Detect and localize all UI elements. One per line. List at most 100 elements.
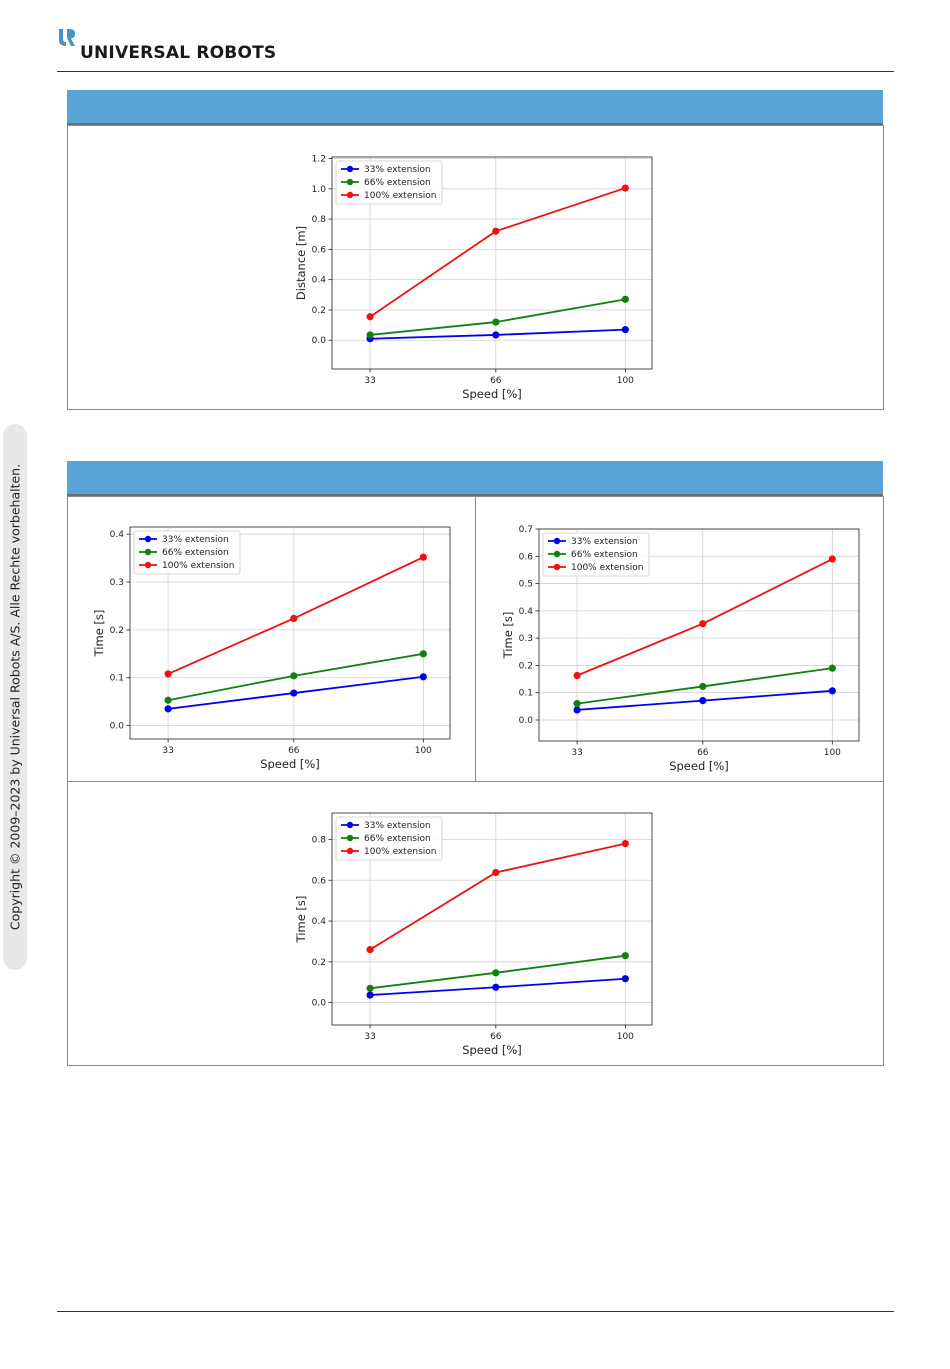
legend-box	[335, 816, 443, 861]
table-cell-1	[67, 125, 884, 410]
data-point	[366, 991, 374, 999]
x-axis-label: Speed [%]	[669, 759, 729, 772]
series-line	[369, 187, 626, 318]
data-point	[419, 553, 427, 561]
legend-label: 66% extension	[364, 178, 431, 188]
data-point	[366, 331, 374, 339]
y-tick-label: 0.6	[519, 552, 534, 562]
table-cell-2c	[67, 781, 884, 1066]
legend-swatch-marker	[346, 165, 354, 173]
data-point	[621, 184, 629, 192]
legend-swatch-marker	[144, 561, 152, 569]
data-point	[492, 318, 500, 326]
time-chart-right: 33 66 100 0.0 0.1 0.2 0.3 0.4 0.5 0.6 0.7 Speed [%]…	[501, 525, 860, 772]
series-line	[576, 558, 833, 677]
legend-swatch-marker	[553, 537, 561, 545]
data-point	[699, 697, 707, 705]
legend-label: 66% extension	[162, 548, 229, 558]
legend-label: 66% extension	[571, 550, 638, 560]
legend-label: 100% extension	[364, 847, 436, 857]
x-tick-label: 33	[162, 746, 173, 756]
legend-label: 33% extension	[364, 165, 431, 175]
y-tick-label: 0.4	[312, 276, 327, 286]
legend-swatch-marker	[144, 548, 152, 556]
y-tick-label: 0.0	[312, 999, 327, 1009]
copyright-tab: Copyright © 2009–2023 by Universal Robot…	[3, 424, 27, 970]
legend-box	[133, 530, 241, 575]
legend-label: 66% extension	[364, 834, 431, 844]
x-axis-label: Speed [%]	[462, 1043, 522, 1056]
legend-label: 33% extension	[162, 535, 229, 545]
data-point	[573, 706, 581, 714]
legend-swatch-marker	[346, 191, 354, 199]
plot-frame	[538, 528, 860, 742]
data-point	[573, 700, 581, 708]
data-point	[573, 671, 581, 680]
series-line	[370, 298, 626, 336]
y-tick-label: 0.2	[519, 661, 533, 671]
y-tick-label: 0.0	[519, 716, 534, 726]
time-chart-bottom: 33 66 100 0.0 0.2 0.4 0.6 0.8 Speed [%] Time [s] 3…	[294, 812, 653, 1056]
x-tick-label: 66	[697, 748, 709, 758]
y-tick-label: 0.2	[312, 306, 326, 316]
y-tick-label: 0.4	[519, 607, 534, 617]
data-point	[164, 696, 172, 704]
data-point	[699, 620, 707, 628]
data-point	[828, 664, 836, 672]
table-header-band-2	[67, 461, 883, 497]
legend-label: 100% extension	[571, 563, 643, 573]
distance-chart: 33 66 100 0.0 0.2 0.4 0.6 0.8 1.0 1.2 Speed [%] Dis…	[294, 155, 653, 400]
data-point	[828, 555, 836, 563]
data-point	[419, 673, 427, 681]
data-point	[621, 326, 629, 334]
legend-label: 33% extension	[571, 537, 638, 547]
y-axis-label: Time [s]	[294, 896, 308, 944]
data-point	[290, 672, 298, 680]
legend-label: 100% extension	[364, 191, 436, 201]
legend-swatch-marker	[346, 178, 354, 186]
copyright-text: Copyright © 2009–2023 by Universal Robot…	[7, 463, 23, 931]
y-tick-label: 0.7	[519, 525, 533, 535]
x-tick-label: 100	[617, 1032, 634, 1042]
y-tick-label: 1.0	[312, 185, 327, 195]
x-axis-label: Speed [%]	[260, 757, 320, 770]
data-point	[492, 983, 500, 991]
legend-label: 100% extension	[162, 561, 234, 571]
legend-box	[335, 160, 443, 205]
x-axis-label: Speed [%]	[462, 387, 522, 400]
data-point	[290, 614, 298, 623]
y-tick-label: 0.0	[312, 336, 327, 346]
x-tick-label: 33	[571, 748, 582, 758]
legend-label: 33% extension	[364, 821, 431, 831]
data-point	[366, 313, 374, 321]
plot-frame	[331, 156, 653, 370]
y-tick-label: 1.2	[312, 155, 326, 165]
data-point	[366, 984, 374, 992]
y-tick-label: 0.5	[519, 580, 533, 590]
y-axis-label: Time [s]	[501, 612, 515, 660]
y-tick-label: 0.8	[312, 836, 327, 846]
data-point	[164, 670, 172, 678]
legend-swatch-marker	[346, 834, 354, 842]
legend-swatch-marker	[553, 563, 561, 571]
plot-frame	[129, 526, 451, 740]
data-point	[419, 650, 427, 658]
data-point	[290, 689, 298, 697]
y-tick-label: 0.3	[519, 634, 533, 644]
ur-logo-icon	[59, 29, 75, 46]
footer-rule	[57, 1311, 894, 1312]
data-point	[621, 839, 629, 848]
data-point	[164, 705, 172, 713]
data-point	[699, 682, 707, 691]
x-tick-label: 33	[364, 1032, 375, 1042]
x-tick-label: 66	[288, 746, 300, 756]
legend-swatch-marker	[346, 847, 354, 855]
y-tick-label: 0.1	[110, 674, 124, 684]
y-tick-label: 0.2	[312, 958, 326, 968]
data-point	[492, 331, 500, 339]
y-tick-label: 0.3	[110, 578, 124, 588]
x-tick-label: 100	[824, 748, 841, 758]
data-point	[621, 952, 629, 960]
legend-box	[542, 532, 650, 577]
y-tick-label: 0.0	[110, 722, 125, 732]
